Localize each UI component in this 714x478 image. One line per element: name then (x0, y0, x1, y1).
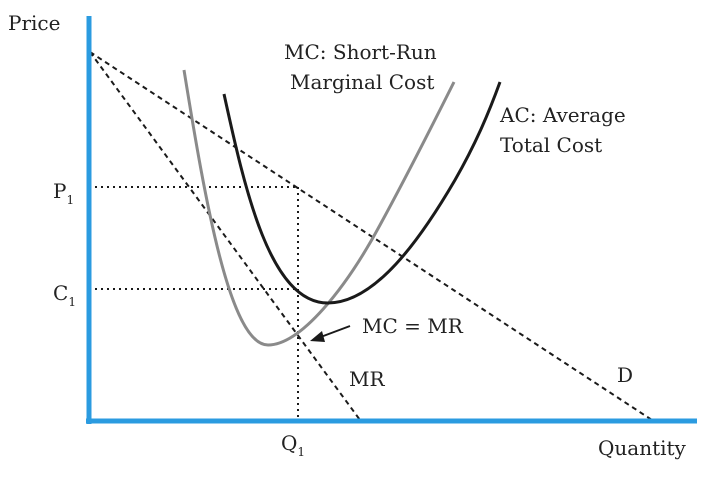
x-axis-title: Quantity (598, 436, 687, 460)
mc-eq-mr-label: MC = MR (362, 314, 464, 338)
ac-label-line1: AC: Average (499, 103, 626, 127)
mr-label: MR (349, 367, 385, 391)
q1-label: Q1 (281, 431, 305, 459)
demand-curve (89, 51, 653, 421)
c1-label: C1 (53, 281, 76, 309)
marginal-cost-curve (182, 69, 456, 347)
y-axis-title: Price (8, 11, 60, 35)
average-total-cost-curve (222, 81, 502, 305)
ac-label-line2: Total Cost (500, 133, 602, 157)
d-label: D (617, 363, 633, 387)
mc-label-line1: MC: Short-Run (284, 40, 437, 64)
marginal-revenue-curve (89, 51, 361, 421)
mc-eq-mr-arrow-head (310, 331, 325, 342)
p1-label: P1 (53, 179, 74, 207)
mc-label-line2: Marginal Cost (290, 70, 434, 94)
